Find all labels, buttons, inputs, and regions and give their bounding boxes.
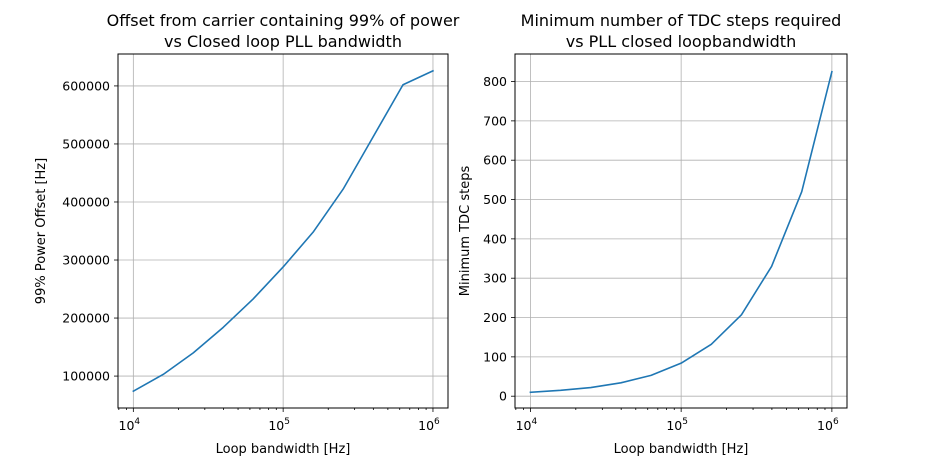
- y-tick-label: 300: [483, 271, 507, 286]
- x-tick-label-base: 10: [666, 418, 682, 433]
- chart-title-line-2: vs PLL closed loopbandwidth: [566, 32, 796, 51]
- tdc-steps-chart: Minimum number of TDC steps required vs …: [458, 11, 848, 457]
- y-tick-label: 500: [483, 192, 507, 207]
- x-ticks: 104 105 106: [515, 408, 839, 433]
- y-tick-label: 400000: [62, 194, 110, 209]
- y-tick-label: 600: [483, 153, 507, 168]
- chart-title-line-1: Offset from carrier containing 99% of po…: [107, 11, 460, 30]
- x-tick-label: 105: [666, 417, 688, 433]
- x-tick-label-exponent: 6: [833, 417, 839, 427]
- x-tick-label-base: 10: [119, 418, 135, 433]
- series: [529, 70, 833, 394]
- x-ticks: 104 105 106: [118, 408, 440, 433]
- series-line: [529, 70, 833, 394]
- x-tick-label: 104: [119, 417, 141, 433]
- y-ticks: 0 100 200 300 400 500 600 700 800: [483, 74, 515, 404]
- y-tick-label: 200: [483, 310, 507, 325]
- x-tick-label-exponent: 5: [682, 417, 688, 427]
- x-tick-label: 104: [516, 417, 538, 433]
- y-tick-label: 400: [483, 231, 507, 246]
- power-offset-chart: Offset from carrier containing 99% of po…: [34, 11, 460, 457]
- grid-lines: [118, 54, 448, 408]
- y-tick-label: 600000: [62, 78, 110, 93]
- series: [132, 69, 435, 393]
- x-tick-label-base: 10: [516, 418, 532, 433]
- plot-frame: [514, 53, 848, 409]
- y-tick-label: 300000: [62, 253, 110, 268]
- x-tick-label: 106: [418, 417, 440, 433]
- x-tick-label-base: 10: [268, 418, 284, 433]
- y-tick-label: 200000: [62, 311, 110, 326]
- y-tick-label: 0: [499, 389, 507, 404]
- x-tick-label-exponent: 6: [434, 417, 440, 427]
- x-tick-label: 105: [268, 417, 290, 433]
- x-axis-label: Loop bandwidth [Hz]: [216, 442, 351, 457]
- series-line: [132, 69, 435, 393]
- x-tick-label-exponent: 5: [284, 417, 290, 427]
- y-axis-label: Minimum TDC steps: [458, 166, 473, 297]
- x-axis-label: Loop bandwidth [Hz]: [614, 442, 749, 457]
- y-tick-label: 700: [483, 113, 507, 128]
- y-ticks: 100000 200000 300000 400000 500000 600000: [62, 78, 118, 384]
- y-tick-label: 500000: [62, 136, 110, 151]
- x-tick-label: 106: [817, 417, 839, 433]
- y-tick-label: 100: [483, 349, 507, 364]
- x-tick-label-base: 10: [817, 418, 833, 433]
- grid-lines: [515, 54, 847, 408]
- x-tick-label-exponent: 4: [134, 417, 140, 427]
- y-tick-label: 800: [483, 74, 507, 89]
- x-tick-label-exponent: 4: [532, 417, 538, 427]
- chart-title-line-2: vs Closed loop PLL bandwidth: [164, 32, 402, 51]
- chart-title-line-1: Minimum number of TDC steps required: [521, 11, 842, 30]
- x-tick-label-base: 10: [418, 418, 434, 433]
- y-axis-label: 99% Power Offset [Hz]: [34, 158, 49, 304]
- plot-frame: [117, 53, 449, 409]
- y-tick-label: 100000: [62, 369, 110, 384]
